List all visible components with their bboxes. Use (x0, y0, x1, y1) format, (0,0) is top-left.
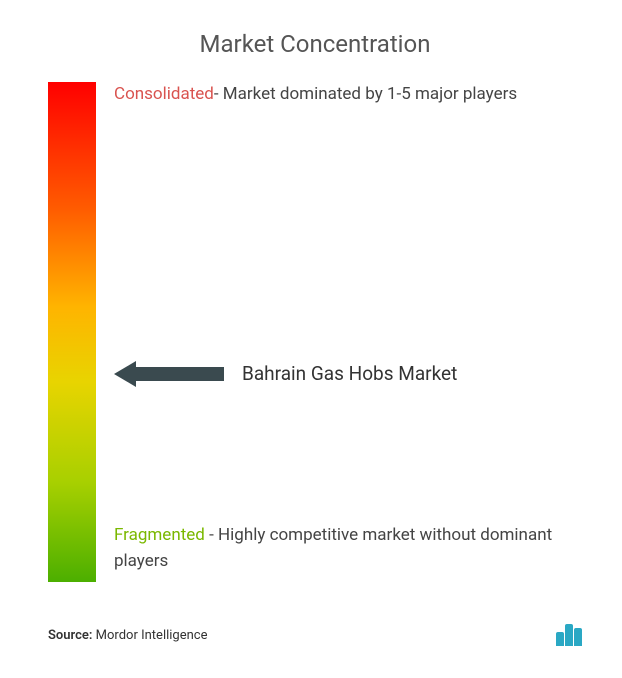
source-line: Source: Mordor Intelligence (48, 628, 208, 643)
logo-bar-2 (565, 624, 573, 646)
fragmented-label: Fragmented - Highly competitive market w… (114, 523, 572, 574)
logo-bar-3 (574, 628, 582, 646)
market-pointer: Bahrain Gas Hobs Market (114, 362, 457, 385)
labels-column: Consolidated- Market dominated by 1-5 ma… (114, 82, 582, 592)
consolidated-lead: Consolidated (114, 84, 214, 104)
concentration-diagram: Consolidated- Market dominated by 1-5 ma… (48, 82, 582, 592)
consolidated-text: - Market dominated by 1-5 major players (214, 84, 517, 104)
market-name-label: Bahrain Gas Hobs Market (242, 362, 457, 385)
fragmented-lead: Fragmented (114, 525, 205, 545)
footer: Source: Mordor Intelligence (48, 624, 582, 646)
mordor-logo-icon (556, 624, 582, 646)
concentration-gradient-bar (48, 82, 96, 582)
arrow-left-icon (114, 365, 224, 383)
logo-bar-1 (556, 632, 564, 646)
consolidated-label: Consolidated- Market dominated by 1-5 ma… (114, 82, 572, 108)
source-label: Source: (48, 628, 92, 643)
source-value: Mordor Intelligence (96, 628, 208, 643)
page-title: Market Concentration (48, 30, 582, 58)
